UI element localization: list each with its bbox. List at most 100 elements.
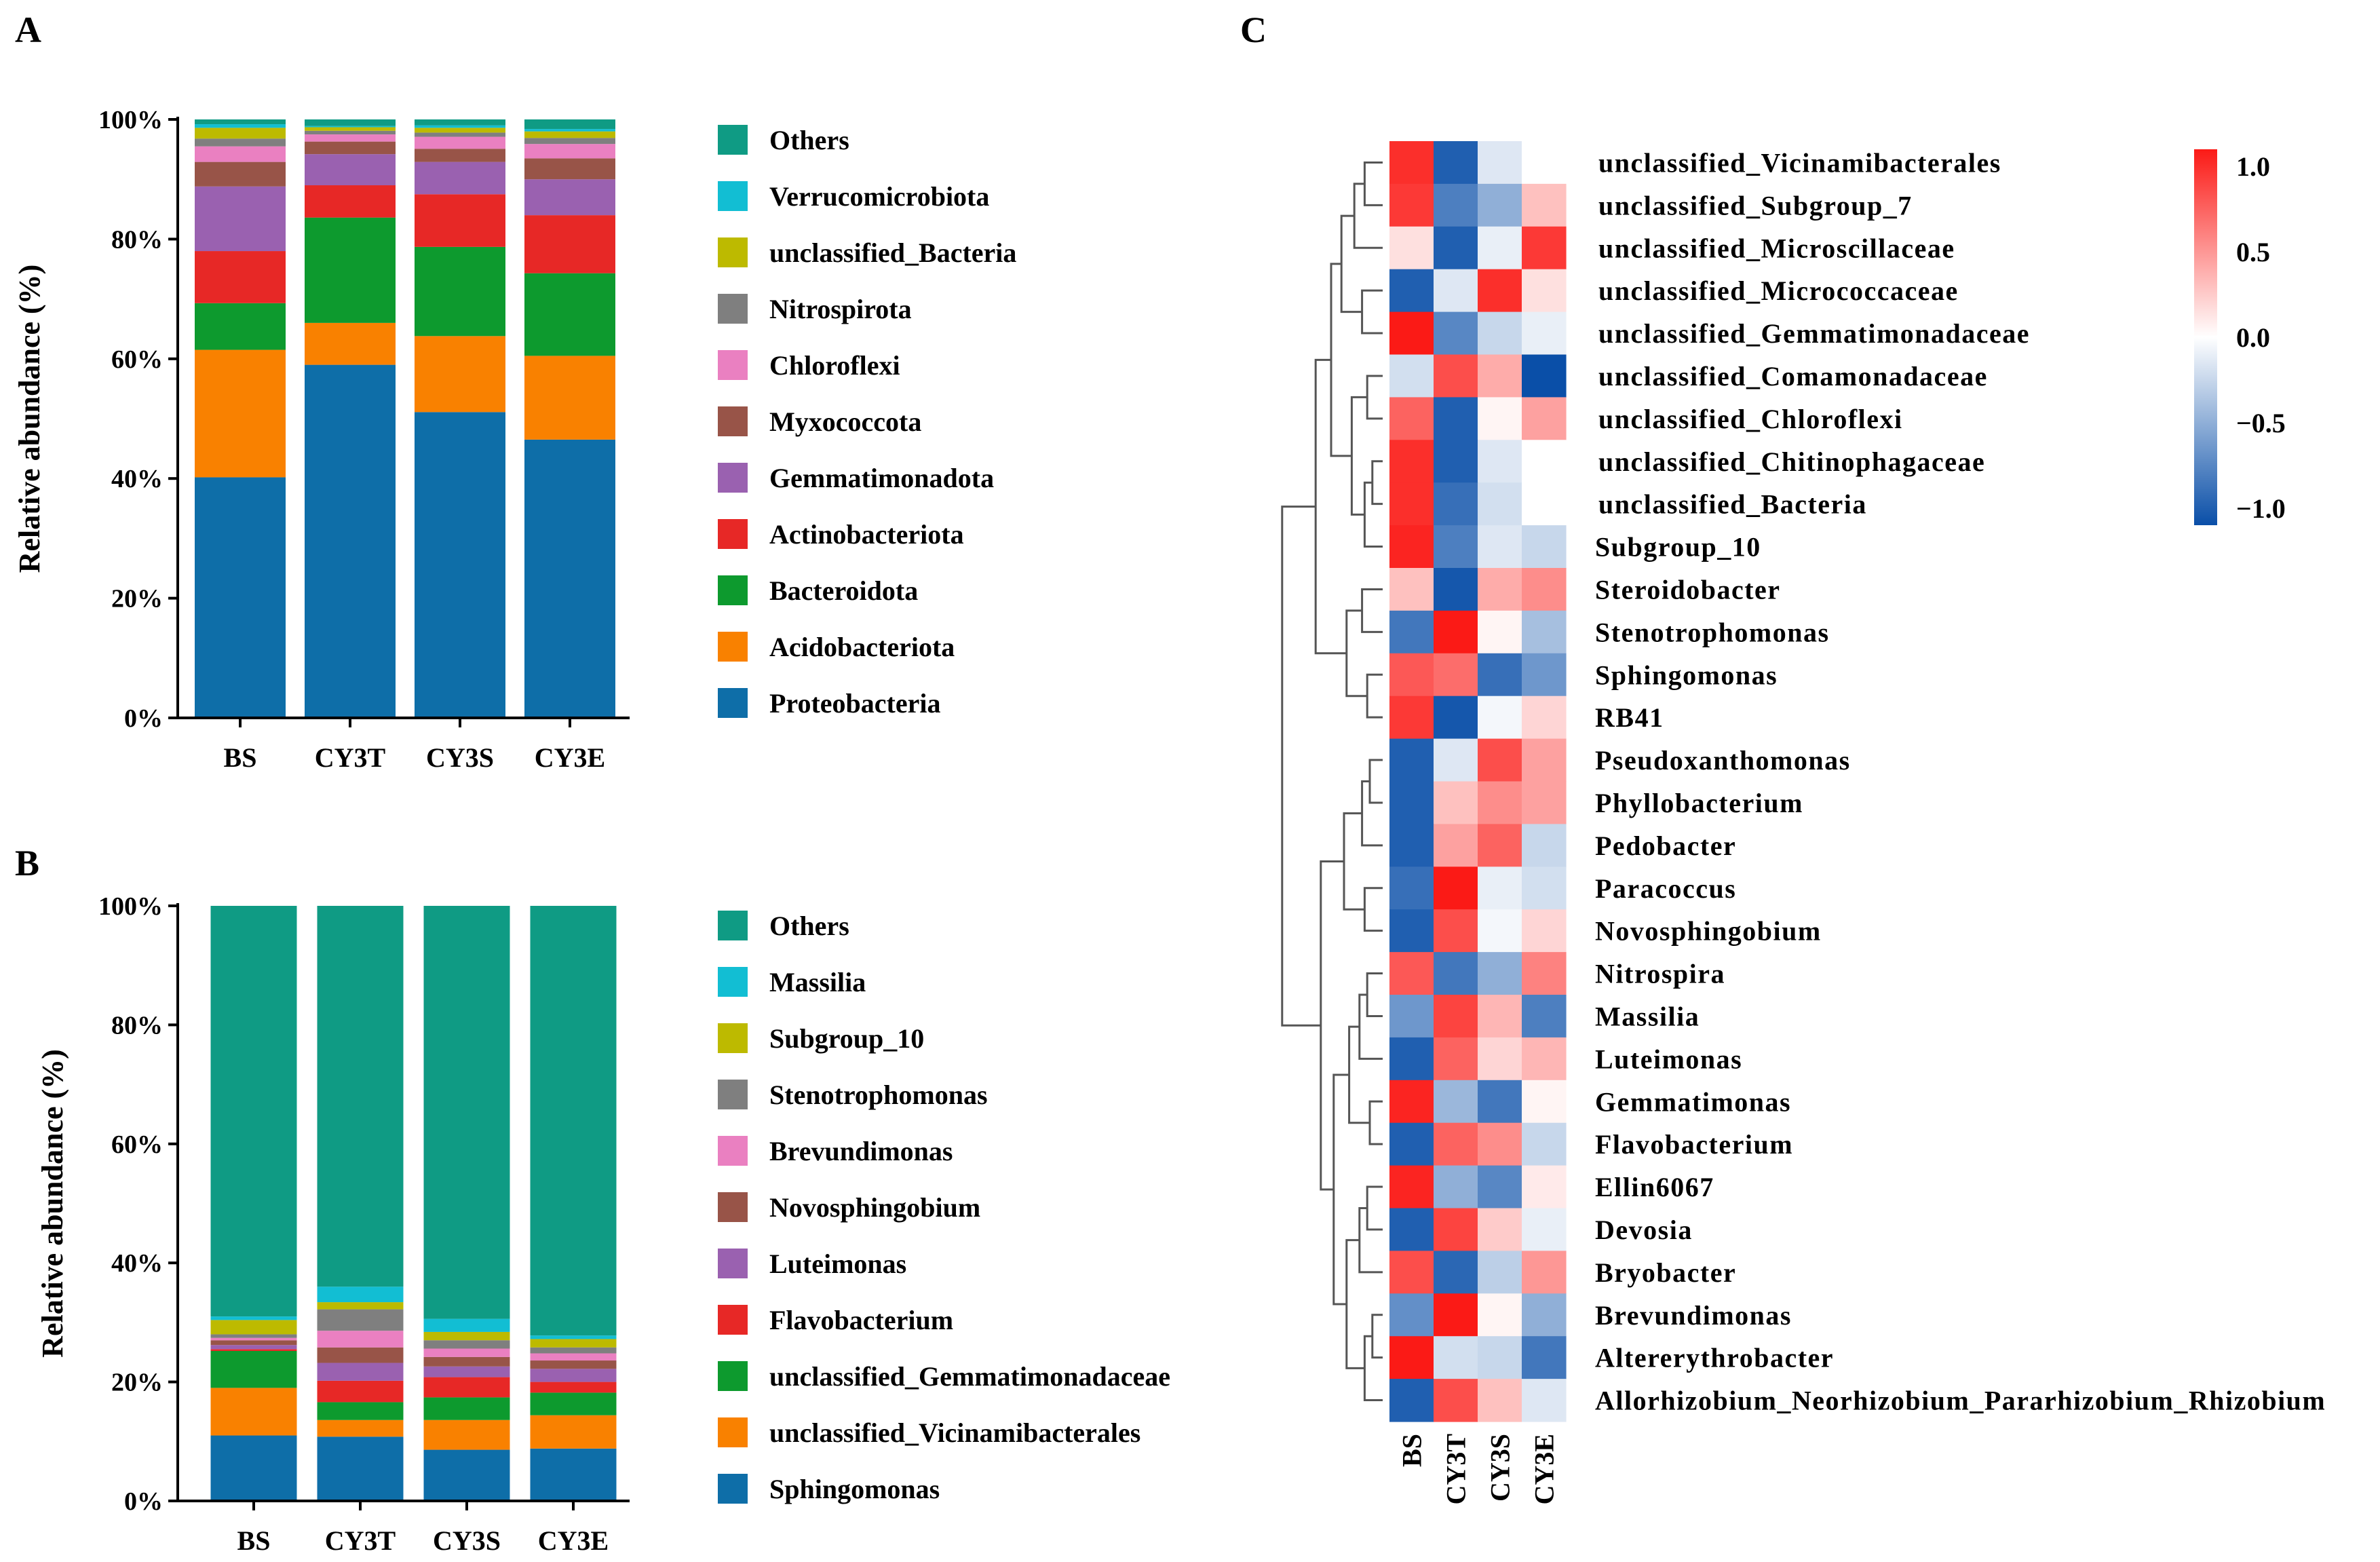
heatmap-cell-sphingomonas-bs (1389, 653, 1434, 697)
row-label-rb41: RB41 (1595, 702, 1664, 733)
heatmap-cell-brevundimonas-cy3s (1478, 1293, 1522, 1337)
heatmap-cell-luteimonas-bs (1389, 1037, 1434, 1081)
row-label-allorhizobium-neorhizobium-pararhizobium-rhizobium: Allorhizobium_Neorhizobium_Pararhizobium… (1595, 1386, 2326, 1416)
bar-cy3t-stenotrophomonas (317, 1309, 404, 1331)
row-label-luteimonas: Luteimonas (1595, 1044, 1742, 1074)
bar-cy3s-myxococcota (415, 149, 505, 162)
heatmap-cell-paracoccus-bs (1389, 866, 1434, 910)
heatmap-cell-rb41-cy3s (1478, 696, 1522, 740)
bar-cy3e-verrucomicrobiota (524, 129, 615, 132)
legend-label-verrucomicrobiota: Verrucomicrobiota (769, 181, 989, 212)
y-tick-label: 0% (124, 1487, 163, 1516)
heatmap-cell-unclassified-vicinamibacterales-cy3s (1478, 141, 1522, 185)
heatmap-cell-rb41-bs (1389, 696, 1434, 740)
legend-swatch-nitrospirota (718, 294, 748, 324)
bar-cy3s-massilia (423, 1318, 510, 1332)
heatmap-cell-altererythrobacter-cy3t (1434, 1336, 1478, 1379)
dendrogram-branch (1366, 673, 1383, 719)
heatmap-cell-altererythrobacter-cy3s (1478, 1336, 1522, 1379)
heatmap-cell-nitrospira-cy3e (1522, 952, 1567, 995)
legend-label-massilia: Massilia (769, 967, 866, 997)
legend-swatch-novosphingobium (718, 1192, 748, 1222)
dendrogram-branch (1281, 506, 1321, 1027)
bar-cy3e-luteimonas (530, 1369, 617, 1382)
legend-swatch-verrucomicrobiota (718, 181, 748, 211)
heatmap-cell-brevundimonas-bs (1389, 1293, 1434, 1337)
bar-cy3e-bacteroidota (524, 273, 615, 356)
heatmap-cell-luteimonas-cy3t (1434, 1037, 1478, 1081)
bar-cy3s-acidobacteriota (415, 336, 505, 413)
heatmap-cell-nitrospira-cy3s (1478, 952, 1522, 995)
heatmap-cell-subgroup-10-cy3t (1434, 525, 1478, 569)
legend-label-proteobacteria: Proteobacteria (769, 688, 940, 719)
dendrogram-branch (1368, 1100, 1383, 1145)
row-label-unclassified-subgroup-7: unclassified_Subgroup_7 (1598, 190, 1913, 221)
row-label-steroidobacter: Steroidobacter (1595, 574, 1781, 605)
legend-label-stenotrophomonas: Stenotrophomonas (769, 1080, 988, 1110)
y-tick-label: 100% (98, 892, 163, 921)
bar-cy3s-gemmatimonadota (415, 161, 505, 195)
row-label-pedobacter: Pedobacter (1595, 831, 1736, 861)
legend-label-flavobacterium: Flavobacterium (769, 1305, 953, 1335)
row-label-nitrospira: Nitrospira (1595, 959, 1725, 989)
dendrogram-branch (1366, 972, 1383, 1017)
heatmap-cell-ellin6067-cy3e (1522, 1165, 1567, 1209)
bar-bs-flavobacterium (210, 1349, 297, 1351)
legend-swatch-acidobacteriota (718, 632, 748, 662)
bar-cy3e-others (530, 906, 617, 1336)
heatmap-cell-unclassified-microscillaceae-cy3t (1434, 226, 1478, 270)
bar-cy3s-verrucomicrobiota (415, 125, 505, 128)
heatmap-cell-unclassified-microscillaceae-cy3s (1478, 226, 1522, 270)
heatmap-cell-sphingomonas-cy3t (1434, 653, 1478, 697)
row-label-pseudoxanthomonas: Pseudoxanthomonas (1595, 745, 1851, 776)
heatmap-cell-unclassified-subgroup-7-cy3e (1522, 183, 1567, 227)
bar-cy3e-novosphingobium (530, 1360, 617, 1369)
bar-cy3e-brevundimonas (530, 1353, 617, 1361)
legend-swatch-unclassified-gemmatimonadaceae (718, 1361, 748, 1391)
panel-label-b: B (15, 843, 39, 883)
bar-cy3t-bacteroidota (305, 217, 396, 323)
bar-bs-massilia (210, 1316, 297, 1320)
legend-swatch-bacteroidota (718, 575, 748, 605)
x-tick-label: CY3T (315, 742, 386, 773)
y-tick-label: 40% (111, 1249, 163, 1278)
legend-label-nitrospirota: Nitrospirota (769, 294, 912, 324)
bar-bs-others (195, 119, 286, 125)
row-label-sphingomonas: Sphingomonas (1595, 660, 1778, 690)
bar-cy3s-brevundimonas (423, 1348, 510, 1357)
heatmap-cell-unclassified-chloroflexi-cy3s (1478, 397, 1522, 440)
bar-cy3s-nitrospirota (415, 132, 505, 137)
heatmap-cell-unclassified-subgroup-7-bs (1389, 183, 1434, 227)
stacked-bar-chart-genus: BS CY3T CY3S CY3E 0% 20% 40% 60% 80% 100% Relative… (36, 892, 1170, 1556)
bar-cy3s-others (423, 906, 510, 1319)
legend-swatch-chloroflexi (718, 350, 748, 380)
heatmap-cell-novosphingobium-cy3e (1522, 909, 1567, 953)
dendrogram-branch (1371, 1314, 1383, 1359)
heatmap-cell-rb41-cy3e (1522, 696, 1567, 740)
row-label-unclassified-chitinophagaceae: unclassified_Chitinophagaceae (1598, 446, 1985, 477)
row-label-unclassified-gemmatimonadaceae: unclassified_Gemmatimonadaceae (1598, 318, 2030, 349)
row-label-unclassified-comamonadaceae: unclassified_Comamonadaceae (1598, 361, 1988, 392)
bar-bs-bacteroidota (195, 303, 286, 350)
bar-cy3t-luteimonas (317, 1363, 404, 1381)
heatmap-cell-devosia-cy3e (1522, 1208, 1567, 1251)
bar-bs-acidobacteriota (195, 349, 286, 478)
heatmap-cell-unclassified-vicinamibacterales-cy3t (1434, 141, 1478, 185)
column-label-cy3t: CY3T (1441, 1434, 1472, 1505)
bar-cy3e-unclassified-vicinamibacterales (530, 1415, 617, 1449)
heatmap-cell-unclassified-chloroflexi-cy3e (1522, 397, 1567, 440)
row-label-bryobacter: Bryobacter (1595, 1257, 1736, 1288)
row-label-unclassified-micrococcaceae: unclassified_Micrococcaceae (1598, 275, 1959, 306)
bar-bs-nitrospirota (195, 138, 286, 147)
dendrogram-branch (1358, 1207, 1383, 1274)
bar-bs-subgroup-10 (210, 1320, 297, 1335)
bar-cy3e-myxococcota (524, 158, 615, 180)
heatmap-cell-massilia-cy3t (1434, 995, 1478, 1038)
bar-cy3e-chloroflexi (524, 144, 615, 159)
heatmap-cell-ellin6067-cy3t (1434, 1165, 1478, 1209)
heatmap-cell-allorhizobium-neorhizobium-pararhizobium-rhizobium-cy3t (1434, 1379, 1478, 1422)
y-tick-label: 60% (111, 345, 163, 374)
heatmap-cell-flavobacterium-cy3s (1478, 1122, 1522, 1166)
bar-cy3e-flavobacterium (530, 1382, 617, 1393)
heatmap-cell-unclassified-chitinophagaceae-cy3s (1478, 440, 1522, 483)
